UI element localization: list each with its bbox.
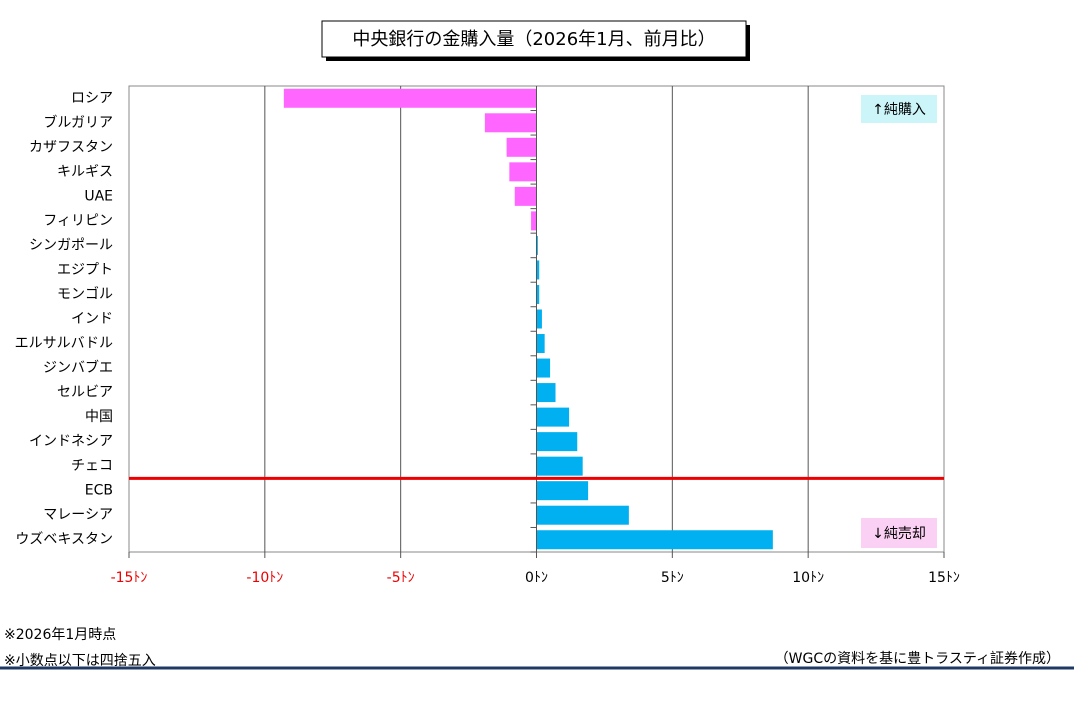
- bar: [536, 334, 545, 354]
- bar: [536, 260, 540, 280]
- bar: [484, 113, 537, 133]
- bar: [536, 530, 773, 550]
- y-tick-label: ブルガリア: [43, 114, 113, 131]
- title-box: [321, 20, 747, 58]
- bar: [506, 137, 537, 157]
- x-tick-label: -10ﾄﾝ: [246, 570, 283, 586]
- y-tick-label: UAE: [84, 188, 113, 204]
- y-tick-label: マレーシア: [43, 507, 113, 523]
- bar: [531, 211, 537, 231]
- x-tick-label: 5ﾄﾝ: [661, 570, 684, 586]
- y-tick-label: ジンバブエ: [43, 359, 113, 376]
- footnote: ※小数点以下は四捨五入: [4, 653, 156, 669]
- annotation-box: [861, 95, 937, 123]
- bar: [536, 481, 589, 501]
- y-tick-label: カザフスタン: [29, 139, 113, 155]
- x-tick-label: 10ﾄﾝ: [792, 570, 824, 586]
- y-tick-label: インド: [71, 311, 113, 327]
- bar: [536, 358, 551, 378]
- source: （WGCの資料を基に豊トラスティ証券作成）: [774, 651, 1060, 667]
- x-tick-label: -5ﾄﾝ: [387, 570, 415, 586]
- y-tick-label: ロシア: [71, 90, 113, 106]
- bar: [536, 309, 542, 329]
- bar: [514, 186, 537, 206]
- y-tick-label: モンゴル: [57, 285, 113, 302]
- y-tick-label: ウズベキスタン: [15, 532, 113, 548]
- y-tick-label: 中国: [85, 409, 113, 425]
- bar: [536, 284, 540, 304]
- y-tick-label: エルサルバドル: [15, 336, 113, 352]
- bar: [536, 505, 629, 525]
- x-tick-label: 0ﾄﾝ: [525, 570, 548, 586]
- annotation-box: [861, 518, 937, 548]
- y-tick-label: フィリピン: [43, 213, 113, 229]
- y-tick-label: セルビア: [57, 385, 113, 401]
- y-tick-label: インドネシア: [29, 434, 113, 450]
- y-tick-label: キルギス: [57, 164, 113, 180]
- bar: [536, 383, 556, 403]
- bar: [536, 432, 578, 452]
- y-tick-label: シンガポール: [29, 237, 113, 253]
- bar: [536, 456, 583, 476]
- bar: [509, 162, 537, 182]
- x-tick-label: 15ﾄﾝ: [928, 570, 960, 586]
- chart-title: 中央銀行の金購入量（2026年1月、前月比）: [352, 29, 715, 50]
- annotation: ↓純売却: [872, 526, 926, 542]
- bar: [283, 88, 537, 108]
- annotation: ↑純購入: [872, 102, 926, 118]
- y-tick-label: ECB: [85, 483, 113, 499]
- x-tick-label: -15ﾄﾝ: [111, 570, 148, 586]
- y-tick-label: チェコ: [71, 458, 113, 474]
- footnote: ※2026年1月時点: [4, 627, 117, 643]
- bar: [536, 407, 570, 427]
- bar: [536, 235, 538, 255]
- y-tick-label: エジプト: [57, 262, 113, 278]
